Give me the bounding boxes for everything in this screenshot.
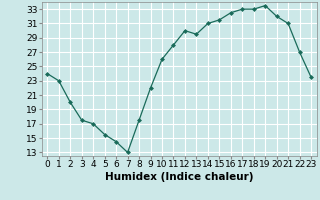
X-axis label: Humidex (Indice chaleur): Humidex (Indice chaleur) [105,172,253,182]
